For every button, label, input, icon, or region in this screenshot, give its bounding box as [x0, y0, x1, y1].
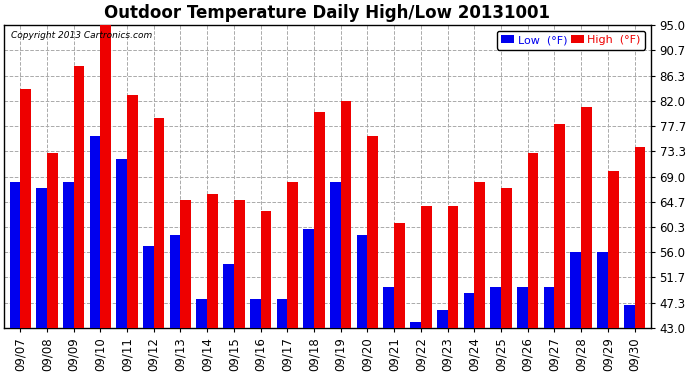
Bar	[474, 182, 485, 328]
Bar	[304, 229, 314, 328]
Bar	[437, 310, 448, 328]
Bar	[143, 246, 154, 328]
Bar	[127, 95, 138, 328]
Bar	[117, 159, 127, 328]
Bar	[207, 194, 218, 328]
Bar	[635, 147, 645, 328]
Bar	[421, 206, 431, 328]
Bar	[154, 118, 164, 328]
Bar	[63, 182, 74, 328]
Bar	[287, 182, 298, 328]
Bar	[277, 299, 287, 328]
Bar	[314, 112, 325, 328]
Bar	[74, 66, 84, 328]
Bar	[368, 136, 378, 328]
Bar	[100, 25, 111, 328]
Bar	[10, 182, 20, 328]
Bar	[36, 188, 47, 328]
Bar	[384, 287, 394, 328]
Bar	[608, 171, 618, 328]
Bar	[544, 287, 554, 328]
Text: Copyright 2013 Cartronics.com: Copyright 2013 Cartronics.com	[10, 31, 152, 40]
Bar	[410, 322, 421, 328]
Bar	[223, 264, 234, 328]
Bar	[330, 182, 341, 328]
Bar	[554, 124, 565, 328]
Bar	[571, 252, 581, 328]
Bar	[464, 293, 474, 328]
Bar	[20, 89, 31, 328]
Title: Outdoor Temperature Daily High/Low 20131001: Outdoor Temperature Daily High/Low 20131…	[104, 4, 551, 22]
Bar	[234, 200, 244, 328]
Bar	[581, 106, 592, 328]
Bar	[341, 101, 351, 328]
Bar	[597, 252, 608, 328]
Bar	[47, 153, 57, 328]
Bar	[170, 235, 181, 328]
Bar	[357, 235, 368, 328]
Bar	[250, 299, 261, 328]
Bar	[181, 200, 191, 328]
Bar	[517, 287, 528, 328]
Bar	[394, 223, 405, 328]
Bar	[448, 206, 458, 328]
Bar	[197, 299, 207, 328]
Bar	[90, 136, 100, 328]
Bar	[624, 304, 635, 328]
Bar	[261, 211, 271, 328]
Bar	[491, 287, 501, 328]
Bar	[528, 153, 538, 328]
Bar	[501, 188, 512, 328]
Legend: Low  (°F), High  (°F): Low (°F), High (°F)	[497, 31, 645, 50]
